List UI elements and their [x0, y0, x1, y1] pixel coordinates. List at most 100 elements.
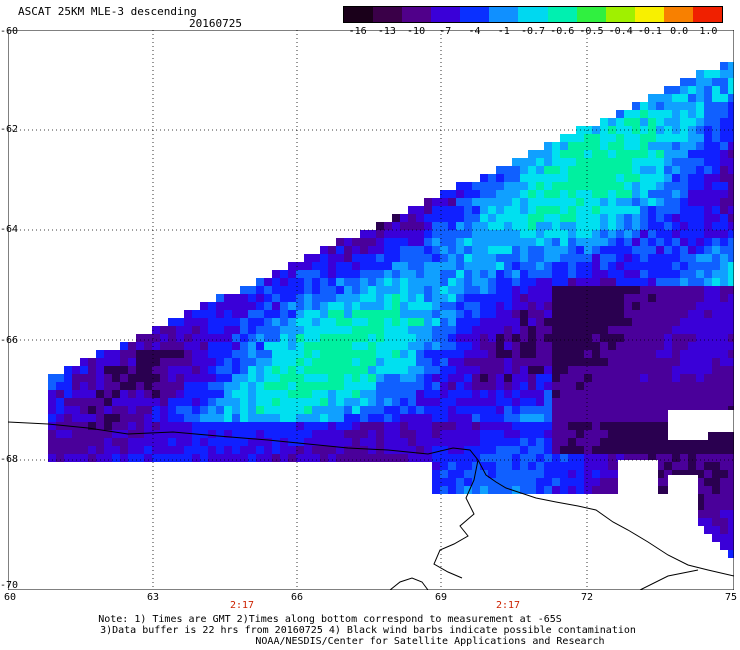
swath-cell — [480, 430, 488, 438]
swath-cell — [408, 270, 416, 278]
swath-cell — [504, 310, 512, 318]
swath-cell — [464, 462, 472, 470]
swath-cell — [256, 374, 264, 382]
swath-cell — [720, 542, 728, 550]
swath-cell — [304, 270, 312, 278]
swath-cell — [712, 486, 720, 494]
swath-cell — [504, 166, 512, 174]
swath-cell — [680, 270, 688, 278]
swath-cell — [640, 454, 648, 462]
swath-cell — [584, 190, 592, 198]
swath-cell — [696, 238, 704, 246]
swath-cell — [368, 246, 376, 254]
swath-cell — [464, 286, 472, 294]
swath-cell — [544, 334, 552, 342]
swath-cell — [728, 454, 734, 462]
swath-cell — [520, 230, 528, 238]
swath-cell — [624, 366, 632, 374]
swath-cell — [720, 334, 728, 342]
swath-cell — [648, 198, 656, 206]
swath-cell — [512, 430, 520, 438]
swath-cell — [400, 238, 408, 246]
swath-cell — [640, 230, 648, 238]
swath-cell — [336, 430, 344, 438]
swath-cell — [280, 270, 288, 278]
swath-cell — [600, 222, 608, 230]
swath-cell — [448, 342, 456, 350]
swath-cell — [368, 454, 376, 462]
swath-cell — [528, 230, 536, 238]
swath-cell — [392, 390, 400, 398]
swath-cell — [248, 334, 256, 342]
swath-cell — [312, 334, 320, 342]
swath-cell — [728, 374, 734, 382]
swath-cell — [616, 366, 624, 374]
swath-cell — [424, 310, 432, 318]
swath-cell — [336, 398, 344, 406]
swath-cell — [456, 462, 464, 470]
swath-cell — [336, 454, 344, 462]
swath-cell — [416, 438, 424, 446]
swath-cell — [472, 270, 480, 278]
swath-cell — [416, 286, 424, 294]
swath-cell — [592, 334, 600, 342]
swath-cell — [608, 118, 616, 126]
swath-cell — [408, 230, 416, 238]
swath-cell — [176, 390, 184, 398]
swath-cell — [704, 70, 712, 78]
swath-cell — [208, 326, 216, 334]
swath-cell — [456, 390, 464, 398]
swath-cell — [696, 398, 704, 406]
swath-cell — [688, 134, 696, 142]
swath-cell — [440, 262, 448, 270]
swath-cell — [696, 446, 704, 454]
swath-cell — [576, 150, 584, 158]
swath-cell — [448, 294, 456, 302]
swath-cell — [400, 318, 408, 326]
swath-cell — [456, 222, 464, 230]
swath-cell — [648, 414, 656, 422]
swath-cell — [528, 334, 536, 342]
swath-cell — [536, 318, 544, 326]
swath-cell — [208, 318, 216, 326]
swath-cell — [528, 438, 536, 446]
swath-cell — [240, 342, 248, 350]
swath-cell — [544, 206, 552, 214]
swath-cell — [544, 350, 552, 358]
swath-cell — [248, 454, 256, 462]
swath-cell — [576, 302, 584, 310]
swath-cell — [648, 182, 656, 190]
swath-cell — [96, 382, 104, 390]
swath-cell — [256, 382, 264, 390]
swath-cell — [624, 270, 632, 278]
swath-cell — [720, 294, 728, 302]
swath-cell — [608, 246, 616, 254]
swath-cell — [376, 270, 384, 278]
swath-cell — [680, 206, 688, 214]
swath-cell — [632, 350, 640, 358]
swath-cell — [640, 366, 648, 374]
swath-cell — [688, 470, 696, 478]
swath-cell — [472, 438, 480, 446]
swath-cell — [616, 382, 624, 390]
swath-cell — [640, 406, 648, 414]
swath-cell — [200, 430, 208, 438]
swath-cell — [720, 382, 728, 390]
swath-cell — [504, 366, 512, 374]
swath-cell — [384, 414, 392, 422]
swath-cell — [424, 374, 432, 382]
swath-cell — [376, 310, 384, 318]
swath-cell — [568, 190, 576, 198]
swath-cell — [712, 110, 720, 118]
swath-cell — [304, 414, 312, 422]
swath-cell — [672, 470, 680, 478]
swath-cell — [232, 446, 240, 454]
swath-cell — [672, 270, 680, 278]
swath-cell — [704, 526, 712, 534]
swath-cell — [496, 246, 504, 254]
swath-cell — [520, 198, 528, 206]
swath-cell — [560, 446, 568, 454]
swath-cell — [232, 398, 240, 406]
swath-cell — [440, 254, 448, 262]
swath-cell — [592, 374, 600, 382]
